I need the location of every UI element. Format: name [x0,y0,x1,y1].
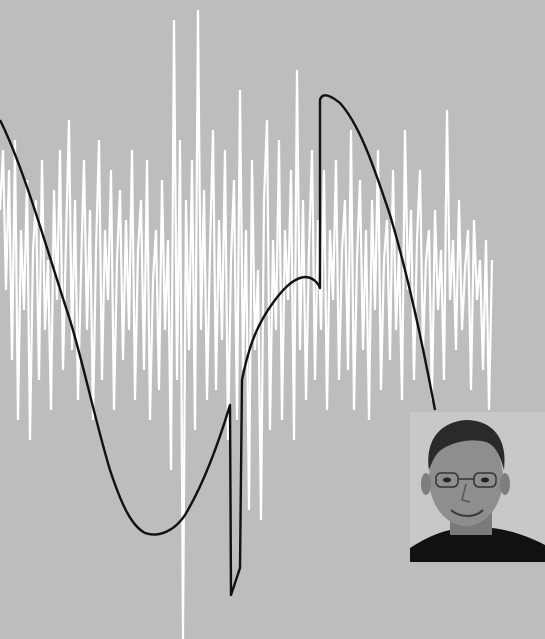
illustration [0,0,545,639]
page: {} [0,0,545,639]
portrait-photo [410,412,545,562]
